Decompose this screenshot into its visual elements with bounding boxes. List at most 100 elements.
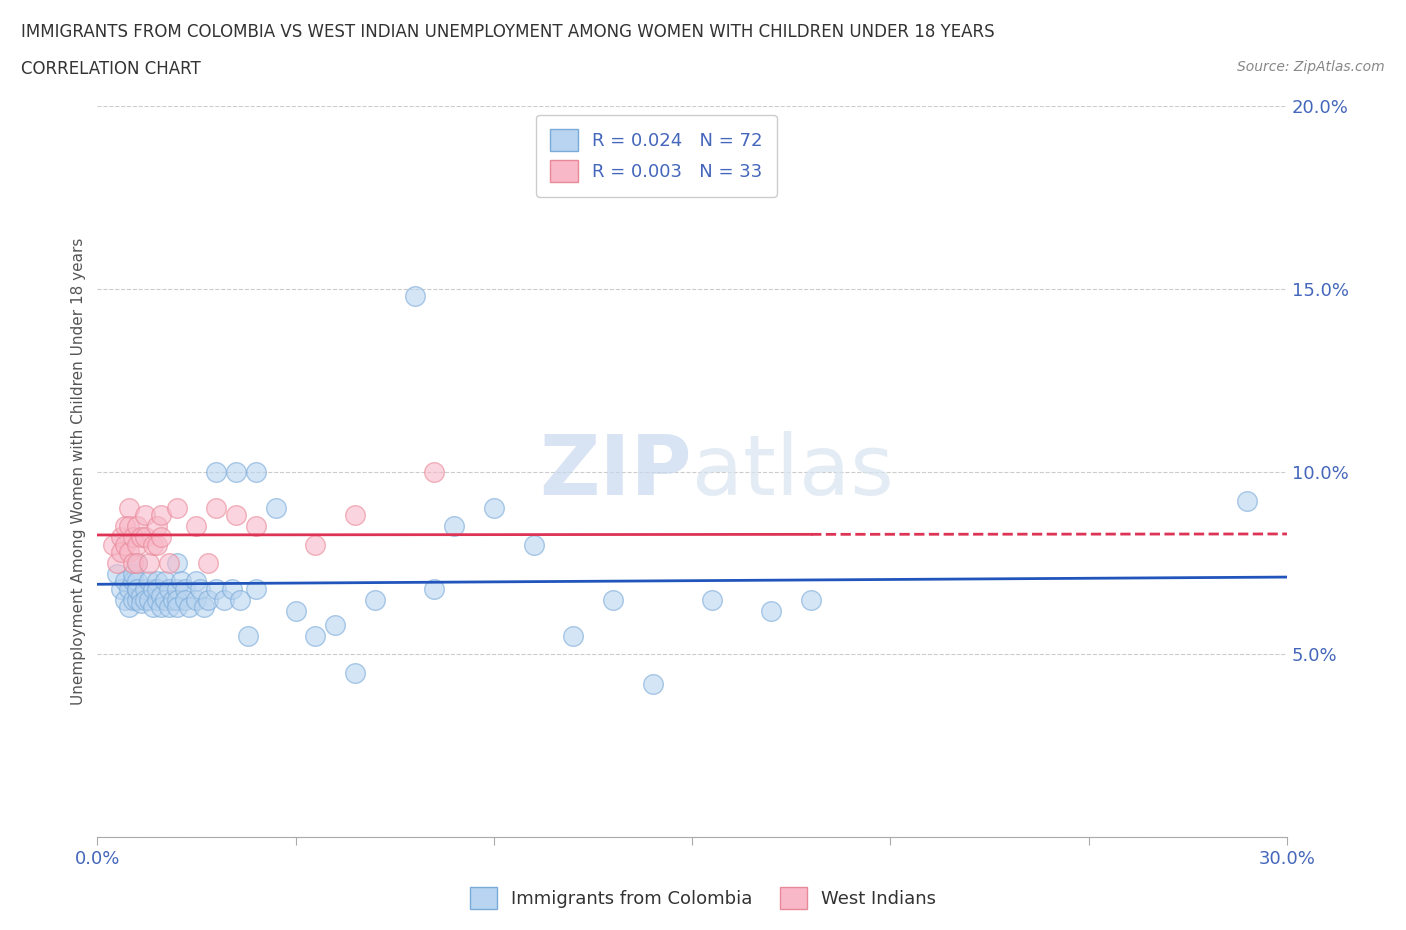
Point xyxy=(129,589,152,604)
Point xyxy=(1236,493,1258,508)
Point xyxy=(153,574,176,589)
Point xyxy=(245,581,267,596)
Legend: Immigrants from Colombia, West Indians: Immigrants from Colombia, West Indians xyxy=(463,880,943,916)
Point xyxy=(186,519,208,534)
Point xyxy=(125,555,148,570)
Point xyxy=(157,581,180,596)
Point xyxy=(423,464,446,479)
Point xyxy=(166,500,188,515)
Point xyxy=(212,592,235,607)
Point xyxy=(344,665,367,680)
Point xyxy=(205,500,228,515)
Point xyxy=(110,545,132,560)
Point xyxy=(186,574,208,589)
Point xyxy=(114,519,136,534)
Point xyxy=(236,629,259,644)
Point xyxy=(149,530,172,545)
Text: ZIP: ZIP xyxy=(540,431,692,512)
Point xyxy=(125,581,148,596)
Point xyxy=(364,592,387,607)
Point xyxy=(146,574,169,589)
Point xyxy=(122,574,145,589)
Point xyxy=(800,592,823,607)
Point xyxy=(129,530,152,545)
Point xyxy=(304,538,326,552)
Point xyxy=(146,592,169,607)
Point xyxy=(125,519,148,534)
Point xyxy=(125,538,148,552)
Text: IMMIGRANTS FROM COLOMBIA VS WEST INDIAN UNEMPLOYMENT AMONG WOMEN WITH CHILDREN U: IMMIGRANTS FROM COLOMBIA VS WEST INDIAN … xyxy=(21,23,994,41)
Point xyxy=(146,581,169,596)
Point xyxy=(423,581,446,596)
Point xyxy=(169,574,191,589)
Point xyxy=(205,464,228,479)
Point xyxy=(122,592,145,607)
Point xyxy=(173,592,195,607)
Point xyxy=(284,603,307,618)
Point xyxy=(129,596,152,611)
Point xyxy=(157,600,180,615)
Point xyxy=(166,592,188,607)
Point xyxy=(562,629,585,644)
Point xyxy=(138,574,160,589)
Point xyxy=(146,538,169,552)
Point xyxy=(134,508,156,523)
Point xyxy=(134,530,156,545)
Point xyxy=(103,538,125,552)
Text: Source: ZipAtlas.com: Source: ZipAtlas.com xyxy=(1237,60,1385,74)
Point xyxy=(700,592,723,607)
Point xyxy=(149,600,172,615)
Point xyxy=(323,618,346,632)
Point xyxy=(114,592,136,607)
Point xyxy=(134,581,156,596)
Point xyxy=(245,464,267,479)
Point xyxy=(105,566,128,581)
Point xyxy=(153,592,176,607)
Point xyxy=(149,589,172,604)
Point xyxy=(125,555,148,570)
Point xyxy=(197,555,219,570)
Point xyxy=(344,508,367,523)
Point xyxy=(118,500,141,515)
Point xyxy=(138,592,160,607)
Point xyxy=(142,600,165,615)
Point xyxy=(125,592,148,607)
Y-axis label: Unemployment Among Women with Children Under 18 years: Unemployment Among Women with Children U… xyxy=(72,238,86,705)
Point xyxy=(149,508,172,523)
Point xyxy=(125,581,148,596)
Point xyxy=(229,592,252,607)
Point xyxy=(186,592,208,607)
Point xyxy=(118,519,141,534)
Point xyxy=(205,581,228,596)
Point xyxy=(304,629,326,644)
Point xyxy=(134,592,156,607)
Point xyxy=(114,574,136,589)
Point xyxy=(641,676,664,691)
Point xyxy=(482,500,505,515)
Point xyxy=(138,555,160,570)
Point xyxy=(264,500,287,515)
Point xyxy=(177,600,200,615)
Point xyxy=(197,592,219,607)
Legend: R = 0.024   N = 72, R = 0.003   N = 33: R = 0.024 N = 72, R = 0.003 N = 33 xyxy=(536,114,778,197)
Point xyxy=(118,545,141,560)
Point xyxy=(114,538,136,552)
Point xyxy=(125,574,148,589)
Point xyxy=(190,581,212,596)
Point xyxy=(602,592,624,607)
Point xyxy=(122,566,145,581)
Point xyxy=(105,555,128,570)
Point xyxy=(166,600,188,615)
Point xyxy=(110,530,132,545)
Point xyxy=(193,600,215,615)
Point xyxy=(225,508,247,523)
Text: CORRELATION CHART: CORRELATION CHART xyxy=(21,60,201,78)
Point xyxy=(118,581,141,596)
Point xyxy=(122,530,145,545)
Point xyxy=(157,555,180,570)
Point xyxy=(166,555,188,570)
Point xyxy=(761,603,783,618)
Point xyxy=(142,538,165,552)
Point xyxy=(225,464,247,479)
Point xyxy=(110,581,132,596)
